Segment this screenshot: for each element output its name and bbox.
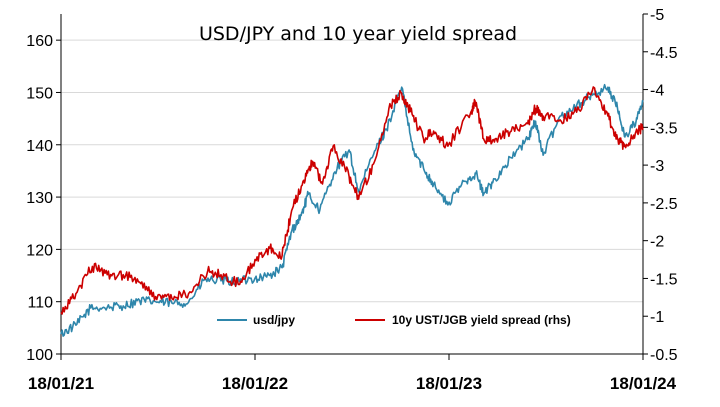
- right-tick-label-9: -5: [650, 7, 664, 24]
- left-tick-label-140: 140: [26, 138, 53, 155]
- right-tick-label-0: -0.5: [650, 347, 678, 364]
- chart-legend: usd/jpy 10y UST/JGB yield spread (rhs): [217, 313, 571, 327]
- x-tick-label-2: 18/01/23: [416, 374, 482, 393]
- x-tick-label-3: 18/01/24: [610, 374, 677, 393]
- left-y-axis-ticks: 100 110 120 130 140 150 160: [26, 33, 61, 364]
- left-tick-label-150: 150: [26, 85, 53, 102]
- chart-title: USD/JPY and 10 year yield spread: [199, 23, 517, 45]
- right-tick-label-6: -3.5: [650, 120, 678, 137]
- axes: [60, 14, 644, 355]
- left-tick-label-110: 110: [27, 295, 53, 312]
- left-tick-label-120: 120: [26, 242, 53, 259]
- right-tick-label-3: -2: [650, 234, 664, 251]
- series-line-usdjpy: [60, 83, 644, 337]
- right-tick-label-1: -1: [650, 309, 664, 326]
- left-tick-label-160: 160: [26, 33, 53, 50]
- right-tick-label-4: -2.5: [650, 196, 678, 213]
- right-tick-label-8: -4.5: [650, 45, 678, 62]
- right-y-axis-ticks: -0.5 -1 -1.5 -2 -2.5 -3 -3.5 -4 -4.5 -5: [643, 7, 678, 364]
- right-tick-label-2: -1.5: [650, 271, 678, 288]
- legend-label-usdjpy: usd/jpy: [253, 313, 295, 327]
- series-line-yield-spread: [60, 86, 644, 315]
- right-tick-label-7: -4: [650, 83, 664, 100]
- legend-label-yield-spread: 10y UST/JGB yield spread (rhs): [392, 313, 571, 327]
- x-axis-ticks: 18/01/21 18/01/22 18/01/23 18/01/24: [28, 354, 677, 393]
- series-lines: [60, 83, 644, 337]
- right-tick-label-5: -3: [650, 158, 664, 175]
- left-tick-label-100: 100: [26, 347, 53, 364]
- x-tick-label-1: 18/01/22: [222, 374, 288, 393]
- grid-lines: [61, 39, 643, 303]
- left-tick-label-130: 130: [26, 190, 53, 207]
- x-tick-label-0: 18/01/21: [28, 374, 94, 393]
